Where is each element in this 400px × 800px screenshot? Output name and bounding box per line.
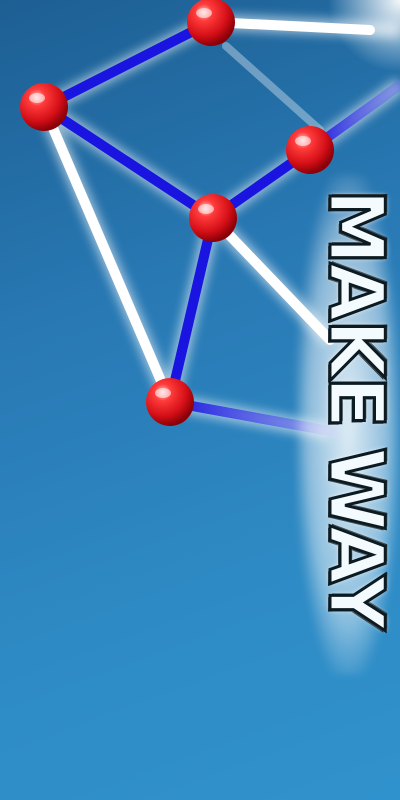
edge-white-b-offscreen[interactable] [206,17,375,35]
edge-white-a-e[interactable] [39,102,175,407]
edge-blue-a-d[interactable] [39,102,218,223]
edge-white-faint [222,42,324,134]
title-glow [296,175,400,675]
node-d[interactable] [189,194,237,242]
node-a[interactable] [20,83,68,131]
node-b[interactable] [187,0,235,46]
node-c[interactable] [286,126,334,174]
edge-blue-d-e[interactable] [165,213,218,407]
edge-blue-a-b[interactable] [39,17,216,112]
title-line-way: WAY [311,446,400,630]
title-line-make: MAKE [311,188,400,428]
game-title: MAKE WAY [288,175,400,675]
node-e[interactable] [146,378,194,426]
